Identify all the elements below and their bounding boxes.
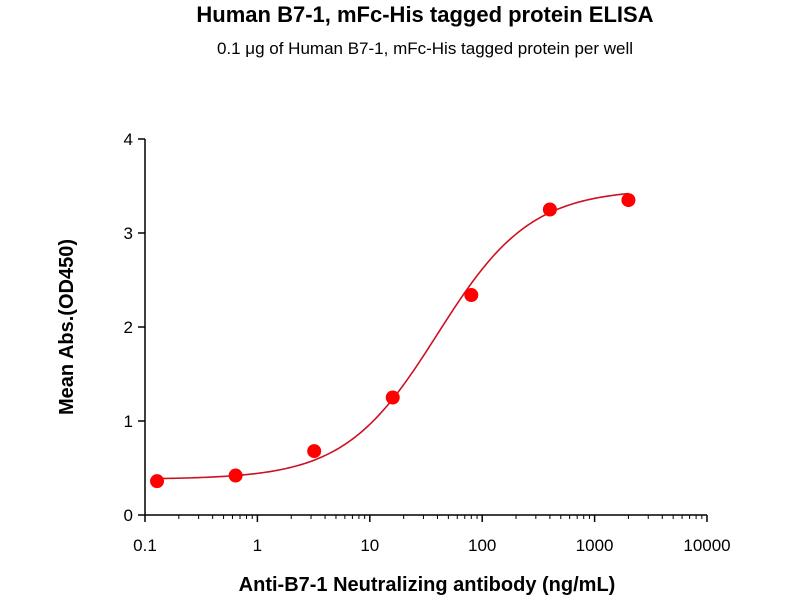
y-tick-label: 4: [124, 130, 133, 149]
y-axis-label: Mean Abs.(OD450): [56, 239, 78, 415]
y-tick-label: 2: [124, 318, 133, 337]
x-tick-label: 10: [360, 536, 379, 555]
data-points: [150, 193, 636, 489]
x-axis-label: Anti-B7-1 Neutralizing antibody (ng/mL): [239, 574, 616, 596]
y-tick-label: 3: [124, 224, 133, 243]
chart-subtitle: 0.1 μg of Human B7-1, mFc-His tagged pro…: [217, 39, 633, 58]
x-tick-label: 1: [253, 536, 262, 555]
chart-title: Human B7-1, mFc-His tagged protein ELISA: [196, 2, 653, 27]
x-tick-label: 10000: [683, 536, 730, 555]
data-point: [228, 468, 243, 483]
data-point: [542, 202, 557, 217]
fit-curve: [157, 192, 629, 480]
data-point: [307, 444, 322, 459]
axes: 0 1 2 3 4 0.1 1 10 100 1000 10000: [124, 130, 731, 555]
x-tick-label: 1000: [576, 536, 614, 555]
data-point: [385, 390, 400, 405]
data-point: [464, 288, 479, 303]
x-tick-label: 100: [468, 536, 496, 555]
x-tick-label: 0.1: [133, 536, 157, 555]
data-point: [621, 193, 636, 208]
y-tick-label: 0: [124, 506, 133, 525]
y-tick-label: 1: [124, 412, 133, 431]
data-point: [150, 474, 165, 489]
